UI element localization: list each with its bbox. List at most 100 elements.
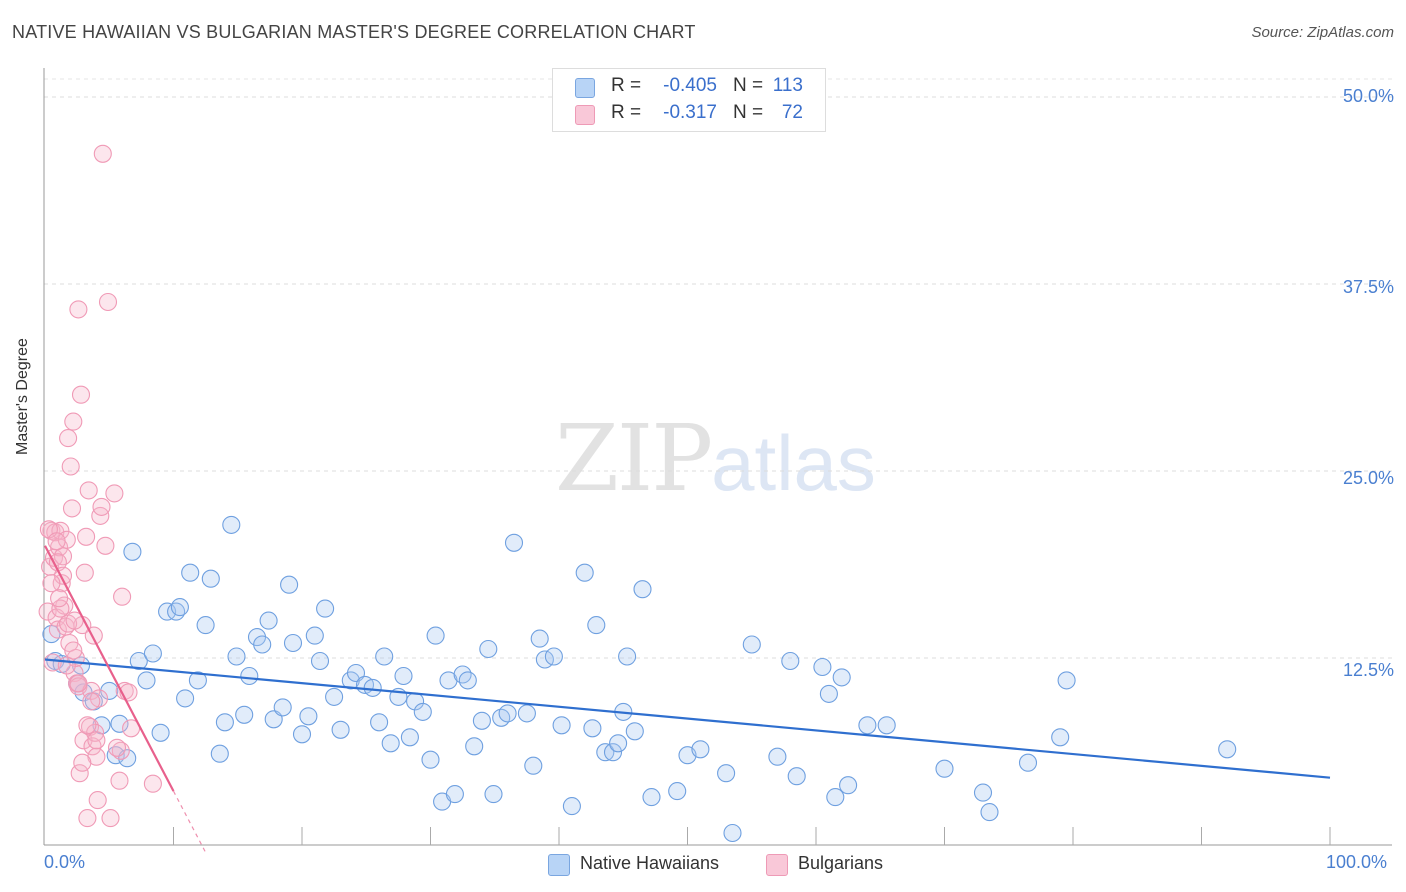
native-hawaiian-point <box>100 681 119 700</box>
bulgarian-point <box>93 144 112 163</box>
native-hawaiian-point <box>280 575 299 594</box>
bulgarian-point <box>78 809 97 828</box>
bulgarian-point <box>113 587 132 606</box>
native-hawaiian-point <box>426 626 445 645</box>
legend-n-label: N = <box>733 102 764 123</box>
legend-n-value: 113 <box>772 75 803 96</box>
native-hawaiian-point <box>832 668 851 687</box>
native-hawaiian-point <box>170 598 189 617</box>
bulgarian-point <box>64 412 83 431</box>
native-hawaiian-point <box>642 788 661 807</box>
bulgarian-point <box>43 653 62 672</box>
bulgarian-point <box>105 484 124 503</box>
native-hawaiian-point <box>935 759 954 778</box>
bulgarian-point <box>47 532 66 551</box>
native-hawaiian-point <box>973 783 993 802</box>
native-hawaiian-point <box>400 728 419 747</box>
y-tick-label-25: 25.0% <box>1342 468 1394 488</box>
native-hawaiian-point <box>381 734 400 753</box>
native-hawaiian-point <box>196 616 215 635</box>
legend-swatch-pink <box>766 854 788 876</box>
native-hawaiian-point <box>151 723 170 742</box>
native-hawaiian-point <box>517 704 536 723</box>
native-hawaiian-point <box>618 647 637 666</box>
native-hawaiian-point <box>316 599 335 618</box>
native-hawaiian-point <box>819 684 838 703</box>
native-hawaiian-point <box>472 711 491 730</box>
native-hawaiian-point <box>1018 753 1038 772</box>
bulgarian-point <box>42 574 61 593</box>
native-hawaiian-point <box>176 689 195 708</box>
native-hawaiian-trendline <box>44 658 1331 779</box>
native-hawaiian-point <box>370 713 389 732</box>
native-hawaiian-point <box>445 785 464 804</box>
legend-n-value: 72 <box>781 102 803 123</box>
native-hawaiian-point <box>524 756 543 775</box>
bulgarian-point <box>88 791 107 810</box>
native-hawaiian-point <box>839 776 858 795</box>
native-hawaiian-point <box>813 657 832 677</box>
watermark-zip: ZIP <box>555 405 713 512</box>
native-hawaiian-point <box>110 714 129 733</box>
native-hawaiian-point <box>479 639 498 659</box>
native-hawaiian-point <box>240 666 259 686</box>
native-hawaiian-point <box>363 678 382 697</box>
native-hawaiian-point <box>310 651 330 671</box>
bulgarian-point <box>57 656 76 675</box>
bulgarian-point <box>92 497 111 516</box>
native-hawaiian-point <box>717 764 736 783</box>
native-hawaiian-point <box>215 713 234 732</box>
native-hawaiian-point <box>633 580 652 599</box>
native-hawaiian-point <box>325 687 344 706</box>
bulgarian-point <box>101 809 120 828</box>
native-hawaiian-point <box>1218 740 1237 759</box>
legend-n-label: N = <box>733 75 764 96</box>
native-hawaiian-point <box>1051 728 1070 747</box>
native-hawaiian-point <box>305 626 324 645</box>
bulgarian-point <box>50 589 69 608</box>
native-hawaiian-point <box>453 665 472 684</box>
native-hawaiian-point <box>143 644 162 663</box>
bulgarian-point <box>98 292 118 312</box>
native-hawaiian-point <box>980 803 999 822</box>
legend-swatch-blue <box>548 854 570 876</box>
legend-r-label: R = <box>611 75 642 96</box>
native-hawaiian-point <box>259 611 278 630</box>
native-hawaiian-point <box>787 767 806 786</box>
native-hawaiian-point <box>625 722 644 741</box>
bulgarian-point <box>51 521 70 540</box>
legend-row-native-hawaiians: R = -0.405 N = 113 <box>553 73 825 101</box>
legend-swatch-pink <box>575 105 595 125</box>
bulgarian-point <box>70 764 89 783</box>
native-hawaiian-point <box>768 747 787 766</box>
native-hawaiian-point <box>123 542 142 561</box>
native-hawaiian-point <box>484 785 503 804</box>
native-hawaiian-point <box>222 515 241 534</box>
native-hawaiian-point <box>587 616 606 635</box>
native-hawaiian-point <box>877 716 896 735</box>
legend-label: Native Hawaiians <box>580 853 720 873</box>
bulgarian-point <box>143 774 162 793</box>
native-hawaiian-point <box>723 823 742 843</box>
native-hawaiian-point <box>299 707 318 726</box>
native-hawaiian-point <box>210 744 229 763</box>
y-axis-label: Master's Degree <box>14 338 31 455</box>
native-hawaiian-point <box>668 782 687 801</box>
native-hawaiian-point <box>742 635 761 654</box>
bulgarian-point <box>77 527 96 546</box>
native-hawaiian-point <box>544 647 563 666</box>
native-hawaiian-point <box>227 647 246 666</box>
x-tick-label-100: 100.0% <box>1326 852 1388 872</box>
bulgarian-point <box>65 663 84 683</box>
bulgarian-point <box>75 563 94 582</box>
chart-source: Source: ZipAtlas.com <box>1251 24 1394 41</box>
native-hawaiian-point <box>129 651 148 671</box>
watermark: ZIPatlas <box>555 405 876 512</box>
legend-r-value: -0.405 <box>663 75 717 96</box>
native-hawaiian-point <box>858 716 877 735</box>
native-hawaiian-point <box>583 719 602 738</box>
native-hawaiian-point <box>331 720 350 739</box>
legend-r-value: -0.317 <box>663 102 717 123</box>
bulgarian-point <box>62 499 82 518</box>
